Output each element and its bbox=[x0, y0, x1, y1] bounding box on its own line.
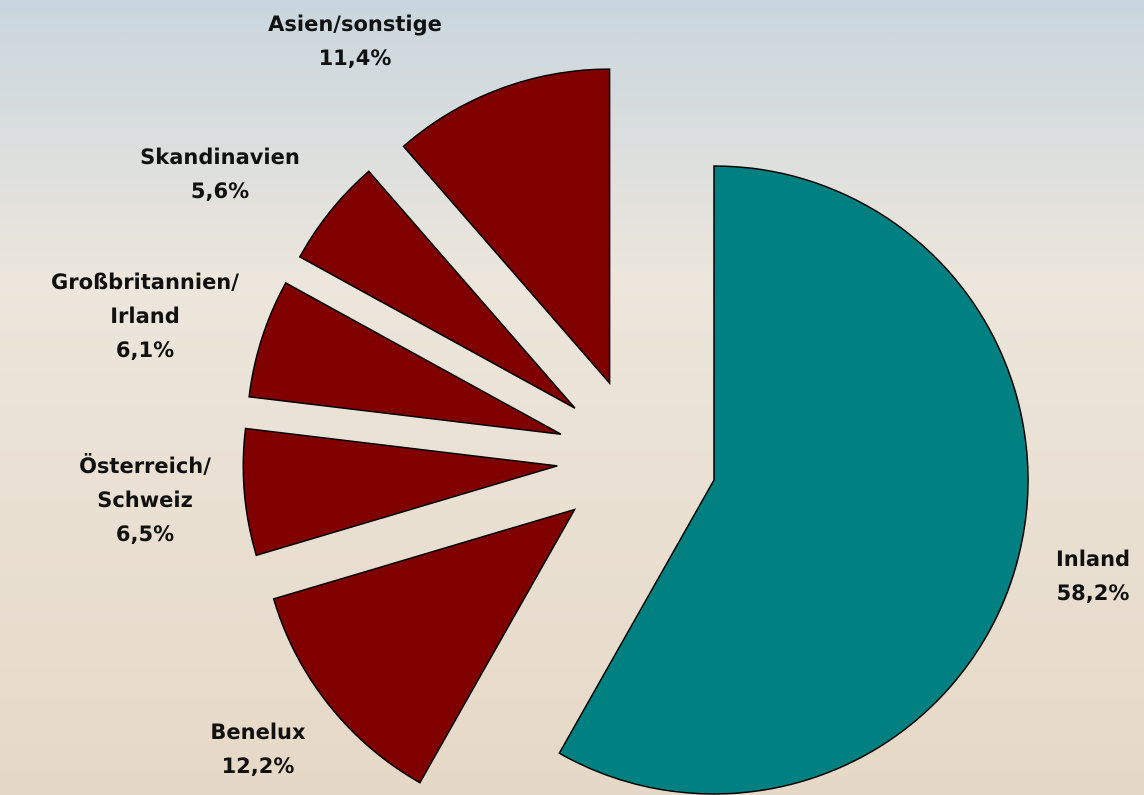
pie-slice bbox=[242, 427, 558, 557]
pie-slice bbox=[272, 508, 577, 784]
slice-value-label: 6,5% bbox=[116, 522, 174, 546]
slice-value-label: 11,4% bbox=[319, 46, 392, 70]
slice-value-label: 12,2% bbox=[222, 754, 295, 778]
pie-slice bbox=[558, 165, 1029, 795]
slice-label: Großbritannien/Irland bbox=[51, 270, 239, 328]
pie-slice bbox=[298, 170, 576, 409]
slice-label: Österreich/Schweiz bbox=[79, 453, 211, 512]
slice-label: Benelux bbox=[210, 720, 306, 744]
slice-label: Asien/sonstige bbox=[268, 12, 442, 36]
slice-value-label: 5,6% bbox=[191, 179, 249, 203]
slice-value-label: 58,2% bbox=[1057, 581, 1130, 605]
slice-label: Inland bbox=[1056, 547, 1130, 571]
slice-value-label: 6,1% bbox=[116, 338, 174, 362]
pie-slice bbox=[248, 281, 562, 435]
pie-slice bbox=[402, 68, 611, 386]
slice-label: Skandinavien bbox=[140, 145, 300, 169]
